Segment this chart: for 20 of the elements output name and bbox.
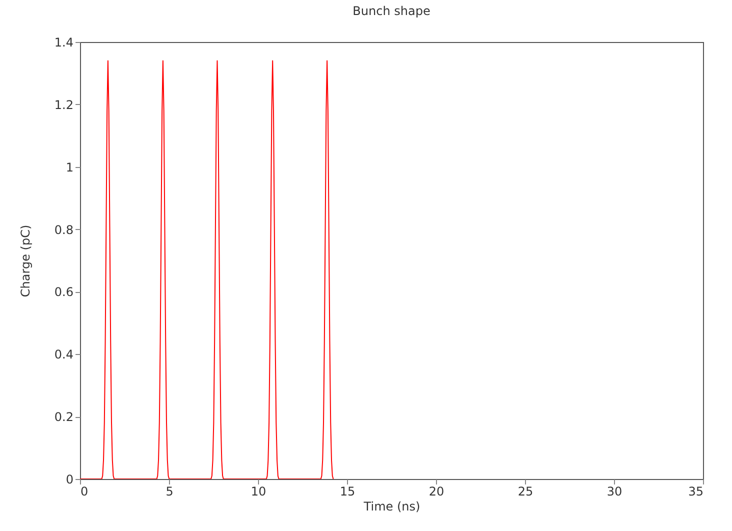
x-tick-label: 20	[428, 484, 444, 498]
x-axis-title: Time (ns)	[362, 500, 420, 514]
y-tick-label: 0.8	[54, 222, 74, 237]
x-tick-label: 25	[518, 484, 534, 498]
x-tick-label: 0	[80, 484, 88, 498]
y-tick-label: 1	[66, 160, 74, 174]
y-tick-label: 0	[66, 472, 74, 486]
x-tick-label: 5	[166, 484, 174, 498]
y-tick-label: 0.2	[54, 410, 74, 424]
x-tick-label: 10	[250, 484, 266, 498]
y-tick-label: 0.4	[54, 348, 74, 362]
y-tick-label: 0.6	[54, 285, 74, 300]
chart-title: Bunch shape	[352, 4, 430, 18]
line-series	[80, 60, 334, 479]
x-tick-label: 35	[688, 484, 704, 498]
y-axis-title: Charge (pC)	[18, 224, 32, 298]
x-tick-label: 30	[606, 484, 622, 498]
y-tick-label: 1.2	[54, 98, 74, 112]
x-tick-label: 15	[340, 484, 356, 498]
y-tick-label: 1.4	[54, 36, 74, 50]
